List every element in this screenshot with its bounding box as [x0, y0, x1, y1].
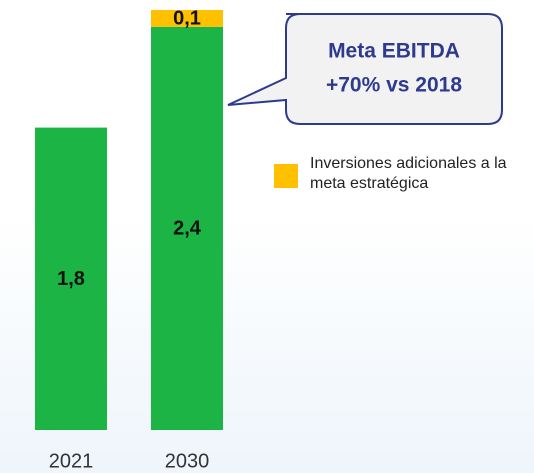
value-label: 2,4: [173, 218, 202, 240]
bar-segment: [151, 10, 223, 27]
bar-segment: [35, 127, 107, 430]
bar-segment: [151, 26, 223, 431]
callout-box: [227, 13, 503, 125]
callout-text: Meta EBITDA: [328, 40, 460, 63]
legend-label: Inversiones adicionales a la meta estrat…: [310, 155, 507, 192]
x-tick-label: 2021: [49, 450, 94, 472]
value-label: 0,1: [173, 8, 201, 30]
legend-swatch: [274, 164, 298, 188]
callout-text: +70% vs 2018: [326, 74, 462, 97]
value-label: 1,8: [57, 268, 85, 290]
x-tick-label: 2030: [165, 450, 210, 472]
